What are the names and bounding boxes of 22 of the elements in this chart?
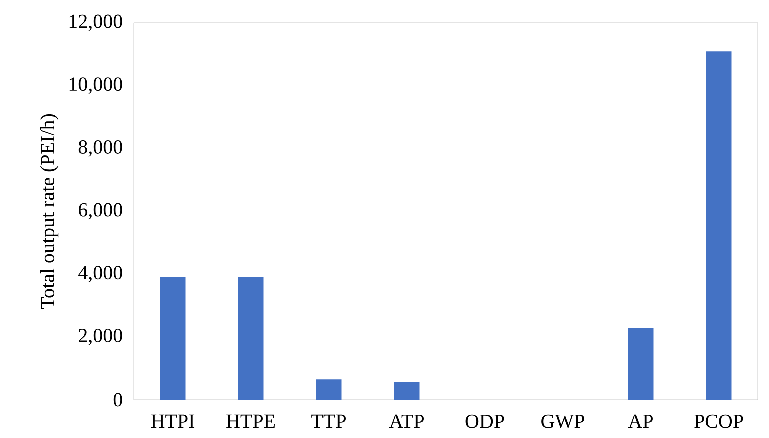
x-tick-label: AP [628,414,653,428]
y-tick-label: 4,000 [78,266,122,283]
y-tick-label: 12,000 [70,14,122,32]
x-tick-label: ATP [389,414,424,428]
x-tick-label: ODP [466,414,504,428]
bar [238,277,264,400]
bar [628,328,654,400]
bar [394,382,420,400]
y-tick-label: 2,000 [79,328,122,346]
y-axis-title: Total output rate (PEI/h) [40,114,59,310]
y-tick-label: 10,000 [70,78,122,94]
x-tick-label: GWP [542,414,584,428]
y-tick-label: 0 [114,393,122,407]
y-tick-label: 6,000 [79,203,122,220]
bar [316,380,342,400]
y-tick-label: 8,000 [78,140,122,157]
bar [706,52,732,400]
x-tick-label: HTPI [151,414,195,428]
bar [160,277,186,400]
x-tick-label: TTP [312,414,346,428]
x-tick-label: HTPE [226,414,275,428]
x-tick-label: PCOP [694,414,744,428]
